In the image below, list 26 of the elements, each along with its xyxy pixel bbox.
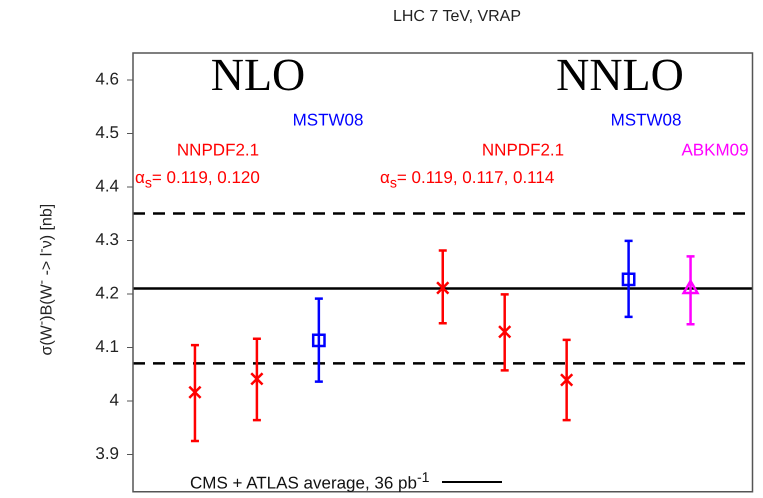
- point: [312, 333, 326, 348]
- annotation: NNPDF2.1: [176, 140, 260, 160]
- point: [250, 372, 264, 386]
- legend-label: CMS + ATLAS average, 36 pb$^{-1}$: [190, 470, 430, 494]
- chart-title: LHC 7 TeV, VRAP: [392, 8, 522, 26]
- y-tick-label: 4.5: [95, 122, 119, 142]
- point: [622, 272, 636, 286]
- y-tick-label: 4: [110, 390, 119, 410]
- annotation: α$_{s}$= 0.119, 0.120: [135, 168, 260, 192]
- annotation: MSTW08: [292, 110, 364, 130]
- y-tick-label: 4.4: [95, 176, 119, 196]
- point: [188, 385, 202, 400]
- annotation: NLO: [210, 49, 306, 100]
- annotation: α$_{s}$= 0.119, 0.117, 0.114: [380, 168, 554, 192]
- point: [560, 373, 574, 387]
- point: [436, 281, 450, 295]
- annotation: ABKM09: [680, 140, 750, 160]
- y-tick-label: 4.3: [95, 230, 119, 249]
- y-tick-label: 3.9: [95, 444, 119, 464]
- point: [498, 324, 512, 339]
- annotation: NNPDF2.1: [480, 140, 566, 160]
- y-tick-label: 4.1: [95, 337, 119, 356]
- annotation: MSTW08: [610, 110, 682, 130]
- annotation: NNLO: [555, 49, 685, 100]
- y-tick-label: 4.6: [95, 69, 119, 88]
- y-tick-label: 4.2: [95, 283, 119, 302]
